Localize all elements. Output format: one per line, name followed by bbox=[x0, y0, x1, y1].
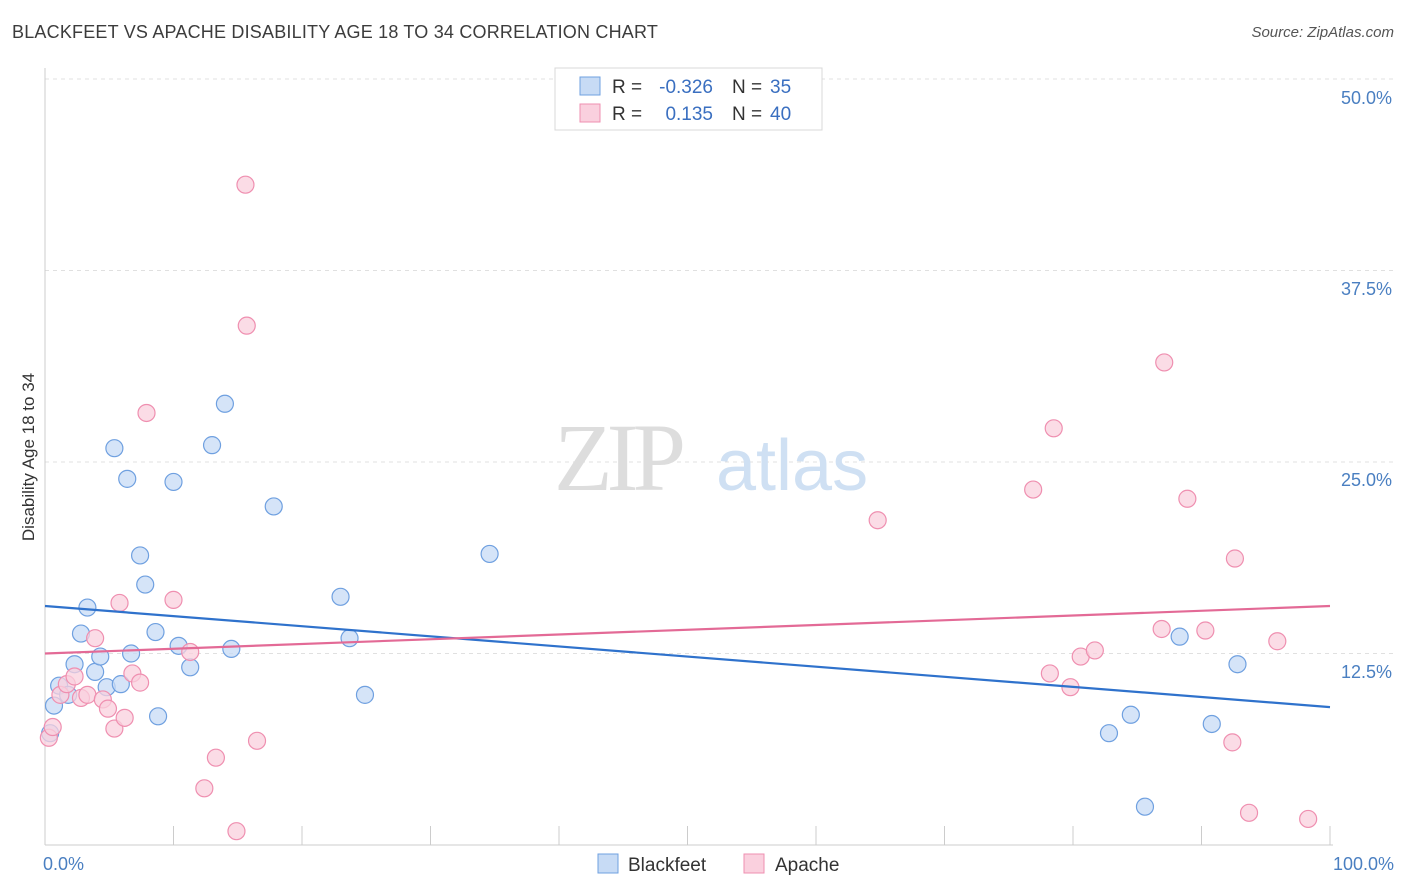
blackfeet-point bbox=[146, 622, 165, 642]
apache-point bbox=[130, 673, 150, 692]
blackfeet-point bbox=[130, 546, 150, 565]
apache-point bbox=[1044, 419, 1063, 438]
blackfeet-point bbox=[340, 629, 359, 648]
y-tick-labels: 12.5% 25.0% 37.5% 50.0% bbox=[1341, 88, 1392, 682]
blackfeet-point bbox=[148, 707, 168, 726]
chart-title: BLACKFEET VS APACHE DISABILITY AGE 18 TO… bbox=[12, 22, 659, 42]
correlation-legend: R = -0.326 N = 35 R = 0.135 N = 40 bbox=[554, 67, 823, 131]
legend-r-value-apache: 0.135 bbox=[665, 104, 713, 125]
apache-point bbox=[1223, 733, 1242, 752]
apache-point bbox=[236, 175, 255, 194]
blackfeet-point bbox=[1121, 705, 1140, 724]
y-tick-label: 37.5% bbox=[1341, 279, 1392, 299]
blackfeet-point bbox=[105, 439, 124, 458]
bottom-legend-swatch-blackfeet bbox=[597, 853, 619, 874]
blackfeet-point bbox=[164, 472, 183, 492]
x-tick-label-max: 100.0% bbox=[1333, 854, 1394, 874]
apache-point bbox=[1024, 480, 1043, 499]
apache-point bbox=[98, 699, 118, 718]
blackfeet-point bbox=[121, 644, 141, 663]
blackfeet-point bbox=[1170, 627, 1189, 646]
apache-point bbox=[1040, 664, 1059, 683]
apache-point bbox=[1152, 619, 1171, 639]
blackfeet-point bbox=[86, 662, 105, 681]
legend-swatch-blackfeet bbox=[579, 76, 601, 96]
bottom-legend-swatch-apache bbox=[743, 853, 765, 874]
apache-point bbox=[1196, 621, 1215, 640]
blackfeet-point bbox=[222, 639, 241, 659]
blackfeet-point bbox=[78, 598, 97, 617]
y-tick-label: 25.0% bbox=[1341, 470, 1392, 490]
bottom-legend-label-apache: Apache bbox=[775, 855, 839, 876]
blackfeet-point bbox=[331, 587, 350, 606]
blackfeet-points bbox=[41, 394, 1247, 816]
apache-point bbox=[227, 822, 246, 841]
apache-points bbox=[39, 175, 1318, 841]
legend-n-label: N = bbox=[732, 104, 762, 125]
apache-point bbox=[237, 316, 256, 335]
source-label: Source: ZipAtlas.com bbox=[1251, 24, 1394, 41]
apache-point bbox=[1268, 632, 1287, 651]
blackfeet-point bbox=[1099, 724, 1119, 743]
apache-point bbox=[868, 511, 887, 530]
blackfeet-point bbox=[202, 436, 222, 455]
apache-point bbox=[1299, 809, 1318, 829]
legend-swatch-apache bbox=[579, 103, 601, 123]
apache-point bbox=[1155, 353, 1174, 372]
blackfeet-point bbox=[264, 497, 283, 516]
legend-r-label: R = bbox=[612, 104, 642, 125]
apache-trend-line bbox=[44, 604, 1331, 655]
apache-point bbox=[247, 731, 267, 750]
x-tick-label-min: 0.0% bbox=[43, 854, 84, 874]
blackfeet-point bbox=[1228, 655, 1247, 674]
legend-r-value-blackfeet: -0.326 bbox=[659, 77, 713, 98]
blackfeet-point bbox=[480, 544, 499, 564]
legend-n-value-apache: 40 bbox=[770, 104, 791, 125]
apache-point bbox=[1178, 489, 1197, 508]
series-legend: Blackfeet Apache bbox=[597, 853, 839, 876]
apache-point bbox=[86, 629, 105, 648]
y-tick-label: 50.0% bbox=[1341, 88, 1392, 108]
y-tick-label: 12.5% bbox=[1341, 662, 1392, 682]
blackfeet-point bbox=[355, 685, 375, 704]
apache-point bbox=[164, 590, 183, 609]
y-axis-label: Disability Age 18 to 34 bbox=[19, 373, 38, 541]
apache-point bbox=[137, 403, 156, 423]
blackfeet-point bbox=[181, 658, 200, 677]
blackfeet-point bbox=[215, 394, 234, 413]
blackfeet-point bbox=[1135, 797, 1155, 816]
blackfeet-point bbox=[111, 675, 130, 694]
legend-r-label: R = bbox=[612, 77, 642, 98]
apache-point bbox=[181, 642, 200, 662]
apache-point bbox=[110, 593, 129, 613]
watermark-zip: ZIP bbox=[554, 404, 683, 511]
apache-point bbox=[115, 708, 134, 727]
watermark-atlas: atlas bbox=[716, 426, 868, 506]
apache-point bbox=[1239, 803, 1259, 822]
apache-point bbox=[78, 685, 97, 704]
apache-point bbox=[1085, 641, 1104, 660]
blackfeet-point bbox=[1202, 714, 1221, 734]
blackfeet-trend-line bbox=[44, 604, 1331, 709]
legend-n-value-blackfeet: 35 bbox=[770, 77, 791, 98]
legend-n-label: N = bbox=[732, 77, 762, 98]
blackfeet-point bbox=[136, 575, 155, 594]
apache-point bbox=[195, 779, 214, 798]
gridlines bbox=[45, 78, 1393, 654]
apache-point bbox=[206, 748, 226, 767]
blackfeet-point bbox=[118, 469, 137, 488]
x-axis-ticks bbox=[173, 826, 1331, 845]
apache-point bbox=[65, 667, 84, 686]
apache-point bbox=[43, 717, 62, 737]
apache-point bbox=[1225, 549, 1245, 568]
bottom-legend-label-blackfeet: Blackfeet bbox=[628, 855, 707, 876]
